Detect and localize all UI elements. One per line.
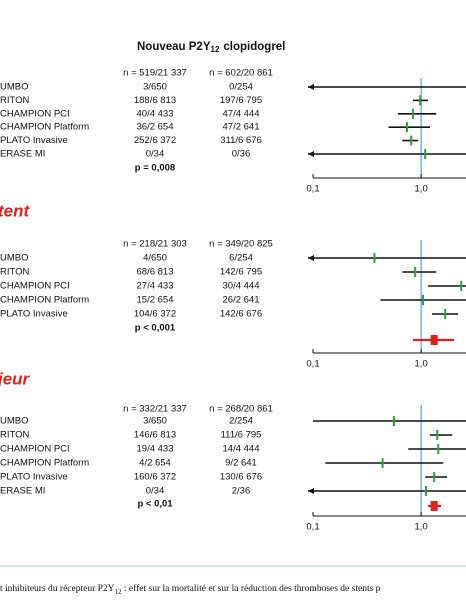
event-count: 252/6 372	[134, 135, 176, 146]
study-name: CHAMPION PCI	[0, 108, 70, 119]
event-count: 0/34	[146, 486, 165, 497]
event-count: 68/6 813	[137, 267, 174, 278]
column-header: n = 519/21 337	[123, 68, 187, 79]
event-count: 2/254	[229, 416, 253, 427]
header-text: clopidogrel	[223, 41, 285, 53]
event-count: 146/6 813	[134, 430, 176, 441]
event-count: 47/4 444	[223, 108, 260, 119]
event-count: 3/650	[143, 416, 167, 427]
study-name: ERASE MI	[0, 149, 45, 160]
event-count: 4/650	[143, 253, 167, 264]
event-count: 104/6 372	[134, 309, 176, 320]
event-count: 6/254	[229, 253, 253, 264]
header-subscript: 12	[211, 45, 220, 54]
event-count: 0/34	[146, 149, 165, 160]
column-header: n = 602/20 861	[209, 68, 273, 79]
ci-arrow	[308, 151, 314, 157]
section-title: tent	[0, 201, 31, 220]
study-name: UMBO	[0, 416, 29, 427]
study-name: UMBO	[0, 253, 29, 264]
event-count: 47/2 641	[223, 122, 260, 133]
p-value: p < 0,01	[137, 499, 173, 510]
caption-text: : effet sur la mortalité et sur la réduc…	[122, 583, 381, 594]
x-tick-label: 1,0	[415, 359, 428, 370]
study-name: CHAMPION Platform	[0, 458, 89, 469]
event-count: 4/2 654	[139, 458, 171, 469]
study-name: PLATO Invasive	[0, 472, 68, 483]
event-count: 311/6 676	[220, 135, 262, 146]
event-count: 36/2 654	[137, 122, 174, 133]
header: Nouveau P2Y12 clopidogrel	[137, 41, 285, 54]
study-name: ERASE MI	[0, 486, 45, 497]
event-count: 30/4 444	[223, 281, 260, 292]
study-name: CHAMPION PCI	[0, 444, 70, 455]
ci-arrow	[308, 488, 314, 494]
event-count: 188/6 813	[134, 95, 176, 106]
caption-subscript: 12	[115, 588, 123, 596]
p-value: p = 0,008	[135, 163, 175, 174]
study-name: RITON	[0, 267, 30, 278]
column-header: n = 218/21 303	[123, 239, 187, 250]
event-count: 0/36	[232, 149, 251, 160]
ci-arrow	[308, 84, 314, 90]
header-text: Nouveau P2Y	[137, 41, 211, 53]
event-count: 26/2 641	[223, 295, 260, 306]
study-name: CHAMPION Platform	[0, 122, 89, 133]
event-count: 27/4 433	[137, 281, 174, 292]
study-name: PLATO Invasive	[0, 309, 68, 320]
study-name: UMBO	[0, 82, 29, 93]
x-tick-label: 0,1	[306, 184, 319, 195]
column-header: n = 268/20 861	[209, 404, 273, 415]
x-tick-label: 0,1	[306, 522, 319, 533]
ci-arrow	[308, 255, 314, 261]
study-name: RITON	[0, 430, 30, 441]
pooled-estimate	[430, 501, 438, 511]
caption-text: t inhibiteurs du récepteur P2Y	[0, 584, 115, 594]
event-count: 111/6 795	[221, 430, 262, 441]
x-tick-label: 0,1	[306, 359, 319, 370]
event-count: 0/254	[229, 82, 253, 93]
p-value: p < 0,001	[135, 323, 176, 334]
event-count: 3/650	[143, 82, 167, 93]
event-count: 15/2 654	[137, 295, 174, 306]
x-tick-label: 1,0	[415, 522, 428, 533]
event-count: 40/4 433	[137, 108, 174, 119]
event-count: 9/2 641	[225, 458, 257, 469]
section-title: jeur	[0, 369, 31, 388]
event-count: 142/6 795	[220, 267, 262, 278]
caption: t inhibiteurs du récepteur P2Y12 : effet…	[0, 583, 381, 595]
event-count: 160/6 372	[134, 472, 176, 483]
study-name: CHAMPION Platform	[0, 295, 89, 306]
event-count: 142/6 676	[220, 309, 262, 320]
event-count: 130/6 676	[220, 472, 262, 483]
pooled-estimate	[430, 335, 438, 345]
column-header: n = 349/20 825	[209, 239, 273, 250]
study-name: CHAMPION PCI	[0, 281, 70, 292]
event-count: 2/36	[232, 486, 251, 497]
study-name: PLATO Invasive	[0, 135, 68, 146]
x-tick-label: 1,0	[415, 184, 428, 195]
event-count: 19/4 433	[137, 444, 174, 455]
study-name: RITON	[0, 95, 30, 106]
event-count: 14/4 444	[223, 444, 260, 455]
event-count: 197/6 795	[220, 95, 262, 106]
column-header: n = 332/21 337	[123, 404, 187, 415]
